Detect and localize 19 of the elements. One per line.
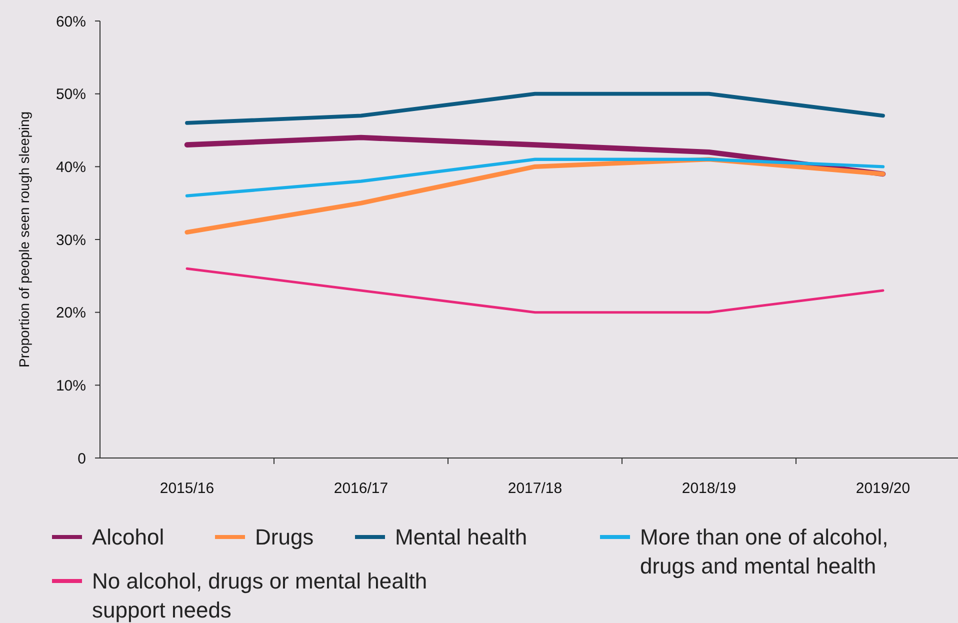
x-tick-label: 2018/19 <box>682 480 736 497</box>
y-tick-label: 60% <box>56 13 86 30</box>
line-series <box>185 158 885 198</box>
x-tick-label: 2015/16 <box>160 480 214 497</box>
legend-label: Alcohol <box>92 524 164 550</box>
y-tick-label: 10% <box>56 377 86 394</box>
y-tick-label: 50% <box>56 86 86 104</box>
x-tick-label: 2017/18 <box>508 480 562 497</box>
x-tick-label: 2019/20 <box>856 480 910 497</box>
legend-label: Drugs <box>255 524 314 550</box>
y-tick-label: 30% <box>56 232 86 249</box>
y-tick-label: 40% <box>56 158 86 176</box>
legend-label: Mental health <box>395 524 528 550</box>
legend-label: More than one of alcohol, drugs and mental health <box>640 524 888 578</box>
x-tick-label: 2016/17 <box>334 480 388 497</box>
legend-label: No alcohol, drugs or mental health support needs <box>92 568 428 622</box>
y-tick-label: 20% <box>56 304 86 322</box>
y-axis-title: Proportion of people seen rough sleeping <box>16 111 32 368</box>
y-tick-label: 0 <box>78 450 86 468</box>
